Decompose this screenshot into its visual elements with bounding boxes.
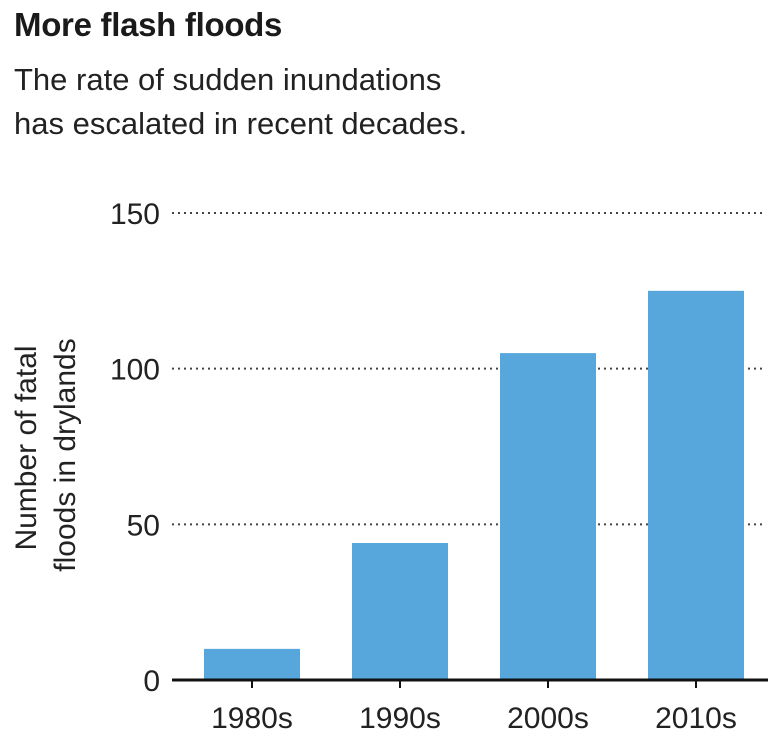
x-tick-label: 2000s bbox=[507, 702, 589, 735]
bar-1990s bbox=[352, 543, 448, 680]
y-axis-label-line-1: Number of fatal bbox=[10, 345, 43, 550]
axes: 0 50 100 150 1980s 1990s 2000s 2010s bbox=[110, 198, 768, 735]
chart-title: More flash floods bbox=[14, 6, 283, 43]
x-tick-label: 1990s bbox=[359, 702, 441, 735]
x-tick-label: 2010s bbox=[655, 702, 737, 735]
bar-2010s bbox=[648, 290, 744, 680]
y-axis-label-line-2: floods in drylands bbox=[49, 338, 82, 571]
subtitle-line-2: has escalated in recent decades. bbox=[14, 106, 468, 141]
bar-1980s bbox=[204, 648, 300, 680]
subtitle-line-1: The rate of sudden inundations bbox=[14, 62, 442, 97]
x-tick-label: 1980s bbox=[211, 702, 293, 735]
y-tick-label: 100 bbox=[110, 354, 160, 387]
y-tick-label: 0 bbox=[143, 665, 160, 698]
y-tick-label: 150 bbox=[110, 198, 160, 231]
chart-subtitle: The rate of sudden inundations has escal… bbox=[14, 58, 734, 146]
y-tick-label: 50 bbox=[127, 509, 160, 542]
bar-2000s bbox=[500, 353, 596, 680]
bars bbox=[204, 290, 744, 680]
